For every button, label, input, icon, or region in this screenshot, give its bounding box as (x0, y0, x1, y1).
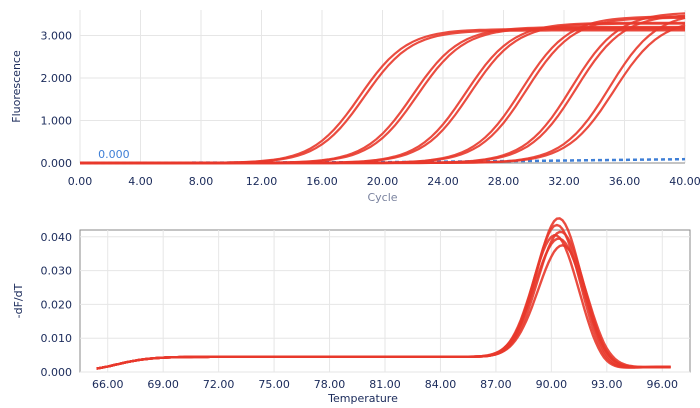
x-tick-label: 0.00 (68, 175, 93, 188)
x-tick-label: 20.00 (367, 175, 399, 188)
x-tick-label: 8.00 (189, 175, 214, 188)
x-tick-label: 4.00 (128, 175, 153, 188)
threshold-label: 0.000 (98, 148, 129, 161)
melt-curve-chart: 66.00 69.00 72.00 75.00 78.00 81.00 84.00 87.00… (12, 217, 691, 405)
amplification-chart: 0.00 4.00 8.00 12.00 16.00 20.00 24.00 28.00 32.… (10, 10, 700, 204)
amplification-series-line (80, 24, 686, 165)
x-tick-label: 28.00 (488, 175, 520, 188)
x-tick-label: 75.00 (258, 378, 290, 391)
x-tick-label: 24.00 (427, 175, 459, 188)
x-tick-label: 16.00 (306, 175, 338, 188)
x-tick-label: 87.00 (480, 378, 512, 391)
x-axis-label: Cycle (367, 191, 397, 204)
x-tick-label: 40.00 (669, 175, 700, 188)
y-axis-label: Fluorescence (10, 50, 23, 123)
x-tick-label: 96.00 (647, 378, 679, 391)
y-tick-label: 1.000 (41, 115, 73, 128)
y-tick-label: 3.000 (41, 30, 73, 43)
melt-series-line (96, 233, 671, 370)
x-tick-label: 84.00 (425, 378, 457, 391)
x-tick-label: 69.00 (147, 378, 179, 391)
y-tick-label: 0.030 (41, 265, 73, 278)
x-tick-label: 78.00 (314, 378, 346, 391)
x-tick-label: 81.00 (369, 378, 401, 391)
y-tick-label: 0.000 (41, 157, 73, 170)
y-axis-label: -dF/dT (12, 283, 25, 318)
x-axis-label: Temperature (327, 392, 398, 405)
y-tick-label: 0.020 (41, 298, 73, 311)
x-tick-label: 66.00 (92, 378, 124, 391)
x-tick-label: 72.00 (203, 378, 235, 391)
y-tick-label: 0.000 (41, 366, 73, 379)
y-tick-label: 0.040 (41, 231, 73, 244)
x-tick-label: 93.00 (591, 378, 623, 391)
y-tick-label: 2.000 (41, 72, 73, 85)
x-tick-label: 32.00 (548, 175, 580, 188)
x-tick-label: 36.00 (609, 175, 641, 188)
x-tick-label: 90.00 (536, 378, 568, 391)
x-tick-label: 12.00 (246, 175, 278, 188)
y-tick-label: 0.010 (41, 332, 73, 345)
